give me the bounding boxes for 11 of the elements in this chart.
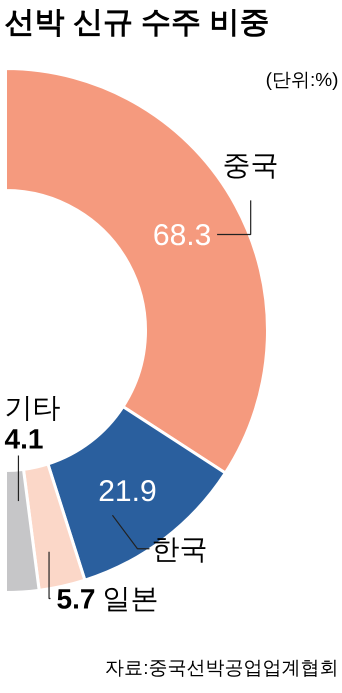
text: 자료:중국선박공업업계협회 — [105, 658, 338, 679]
slice-label: 중국 — [222, 149, 279, 180]
slice-label: 기타 — [4, 392, 60, 423]
data-label: 68.3 — [152, 219, 212, 252]
data-label: 5.7 — [56, 584, 96, 614]
chart-subtitle: (단위:%) — [266, 70, 338, 91]
data-label: 4.1 — [4, 424, 44, 454]
data-label: 21.9 — [98, 474, 157, 508]
slice-label: 한국 — [151, 533, 208, 564]
slice-label: 일본 — [102, 583, 158, 614]
chart-title: 선박 신규 수주 비중 — [4, 6, 270, 39]
